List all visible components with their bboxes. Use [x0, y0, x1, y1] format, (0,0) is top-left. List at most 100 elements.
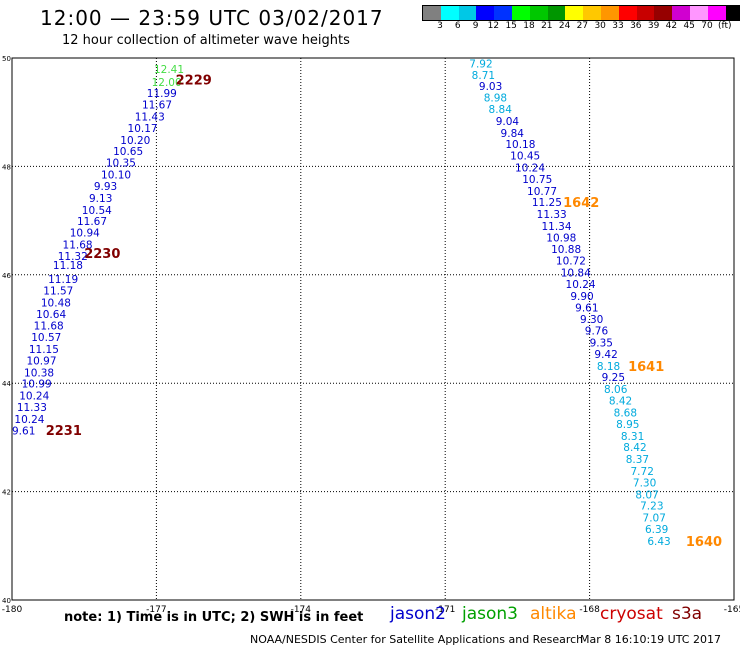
wave-height-value: 10.20: [120, 135, 150, 147]
color-tick-label: 15: [505, 21, 517, 31]
wave-height-value: 10.64: [36, 309, 66, 321]
color-tick-label: 36: [630, 21, 642, 31]
wave-height-value: 10.45: [510, 151, 540, 163]
lon-tick-label: -165: [724, 605, 740, 615]
wave-height-value: 11.33: [537, 209, 567, 221]
wave-height-value: 9.35: [590, 338, 613, 350]
wave-height-value: 10.57: [31, 332, 61, 344]
color-tick-label: 45: [683, 21, 695, 31]
wave-height-value: 8.07: [635, 489, 658, 501]
wave-height-value: 9.61: [575, 302, 598, 314]
wave-height-value: 9.84: [501, 128, 525, 140]
map-frame: [11, 57, 735, 601]
wave-height-value: 11.33: [17, 402, 47, 414]
wave-height-value: 11.57: [43, 286, 73, 298]
color-tick-label: 70: [701, 21, 713, 31]
wave-height-value: 10.24: [566, 279, 596, 291]
color-swatch: [654, 6, 673, 20]
lat-tick-label: 42: [2, 489, 11, 497]
wave-height-value: 8.84: [489, 104, 513, 116]
wave-height-value: 8.71: [472, 70, 495, 82]
wave-height-value: 10.48: [41, 297, 71, 309]
color-tick-label: 21: [541, 21, 553, 31]
wave-height-value: 10.75: [522, 174, 552, 186]
wave-height-value: 6.39: [645, 524, 668, 536]
footer-timestamp: Mar 8 16:10:19 UTC 2017: [580, 633, 721, 646]
color-swatch: [476, 6, 495, 20]
wave-height-value: 11.25: [532, 197, 562, 209]
wave-height-value: 10.98: [546, 232, 576, 244]
wave-height-value: 10.54: [82, 205, 112, 217]
time-label: 1642: [563, 196, 599, 211]
wave-height-value: 6.43: [647, 536, 670, 548]
color-swatch: [440, 6, 459, 20]
time-label: 1641: [628, 360, 664, 375]
wave-height-value: 11.68: [63, 239, 93, 251]
color-swatch: [707, 6, 726, 20]
color-tick-label: 3: [437, 21, 443, 31]
wave-height-value: 10.88: [551, 244, 581, 256]
color-tick-label: 12: [487, 21, 500, 31]
wave-height-value: 9.03: [479, 81, 502, 93]
wave-height-value: 9.61: [12, 425, 35, 437]
color-tick-label: 18: [523, 21, 535, 31]
wave-height-value: 10.24: [19, 391, 49, 403]
color-tick-label: 39: [647, 21, 660, 31]
wave-height-value: 11.67: [77, 216, 107, 228]
color-swatch: [529, 6, 548, 20]
wave-height-value: 8.42: [623, 442, 646, 454]
wave-height-value: 10.65: [113, 146, 143, 158]
legend-item-s3a: s3a: [672, 604, 703, 624]
wave-height-value: 10.18: [505, 139, 535, 151]
color-swatch: [494, 6, 512, 20]
color-swatch: [583, 6, 601, 20]
legend-item-cryosat: cryosat: [600, 604, 663, 624]
note-text: note: 1) Time is in UTC; 2) SWH is in fe…: [64, 610, 364, 625]
wave-height-value: 11.43: [135, 112, 165, 124]
wave-height-value: 9.90: [570, 291, 593, 303]
wave-height-value: 11.68: [34, 321, 64, 333]
wave-height-value: 9.04: [496, 116, 520, 128]
wave-height-value: 7.30: [633, 477, 656, 489]
color-swatch: [423, 6, 441, 20]
wave-height-value: 10.38: [24, 367, 54, 379]
color-bar: [422, 5, 740, 21]
color-swatch: [565, 6, 584, 20]
wave-height-value: 9.42: [594, 349, 617, 361]
wave-height-value: 9.25: [602, 372, 625, 384]
color-tick-label: 27: [576, 21, 589, 31]
lat-tick-label: 48: [2, 163, 11, 171]
wave-height-value: 10.99: [22, 379, 52, 391]
wave-height-value: 10.24: [515, 162, 545, 174]
wave-height-value: 10.77: [527, 186, 557, 198]
wave-height-value: 10.10: [101, 170, 131, 182]
lat-tick-label: 46: [2, 272, 11, 280]
color-tick-label: 24: [558, 21, 571, 31]
legend-item-altika: altika: [530, 604, 577, 624]
color-swatch: [689, 6, 708, 20]
wave-height-value: 9.30: [580, 314, 603, 326]
wave-height-value: 12.41: [154, 64, 184, 76]
wave-height-value: 10.97: [26, 355, 56, 367]
wave-height-value: 9.13: [89, 193, 112, 205]
wave-height-value: 8.68: [614, 407, 637, 419]
wave-height-value: 8.31: [621, 431, 644, 443]
wave-height-value: 10.17: [128, 123, 158, 135]
footer-credit: NOAA/NESDIS Center for Satellite Applica…: [250, 633, 584, 646]
color-swatch: [511, 6, 530, 20]
wave-height-value: 8.98: [484, 93, 507, 105]
lat-tick-label: 40: [2, 597, 11, 605]
color-swatch: [600, 6, 619, 20]
time-label: 1640: [686, 535, 722, 550]
color-swatch: [458, 6, 477, 20]
wave-height-value: 10.24: [14, 414, 44, 426]
wave-height-value: 10.94: [70, 228, 100, 240]
color-swatch: [725, 6, 740, 20]
color-tick-label: 42: [665, 21, 678, 31]
wave-height-value: 10.84: [561, 268, 591, 280]
time-label: 2229: [176, 74, 212, 89]
wave-height-value: 10.72: [556, 256, 586, 268]
wave-height-value: 9.76: [585, 326, 609, 338]
